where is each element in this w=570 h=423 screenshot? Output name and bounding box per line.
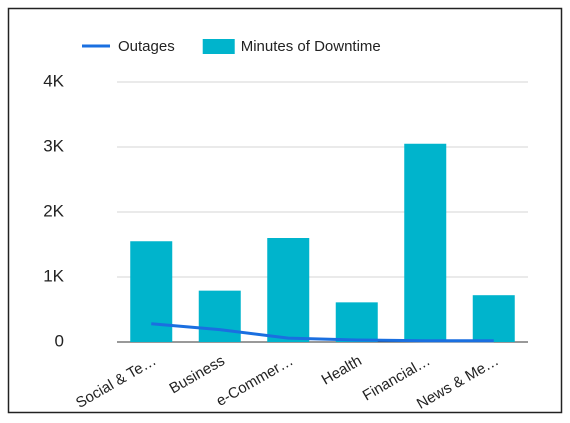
bar xyxy=(404,143,447,342)
legend-swatch xyxy=(202,39,235,54)
line xyxy=(151,322,494,343)
legend-label: Minutes of Downtime xyxy=(241,38,381,55)
y-tick-label: 0 xyxy=(55,331,64,350)
bar xyxy=(472,295,515,342)
y-tick-label: 2K xyxy=(43,201,64,220)
bar xyxy=(130,241,173,342)
chart-frame xyxy=(7,7,563,414)
legend-label: Outages xyxy=(118,38,175,55)
bar xyxy=(335,302,378,342)
bar xyxy=(267,238,310,342)
y-tick-label: 3K xyxy=(43,136,64,155)
bar xyxy=(198,290,241,342)
y-tick-label: 1K xyxy=(43,266,64,285)
y-tick-label: 4K xyxy=(43,71,64,90)
